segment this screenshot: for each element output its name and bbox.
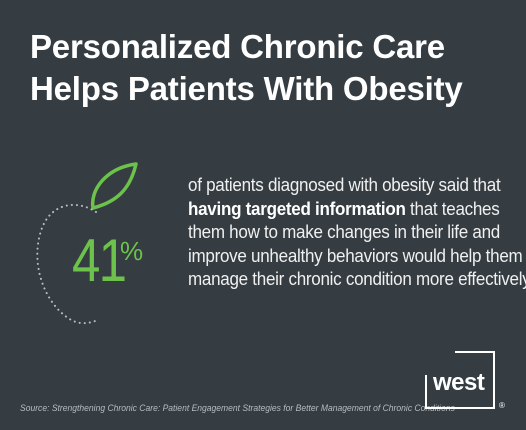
apple-leaf-icon bbox=[90, 162, 138, 210]
logo-wordmark: west bbox=[433, 369, 485, 396]
source-citation: Source: Strengthening Chronic Care: Pati… bbox=[20, 403, 455, 414]
description-highlight: having targeted information bbox=[188, 197, 406, 219]
stat-description: of patients diagnosed with obesity said … bbox=[188, 173, 526, 291]
description-line-3: them how to make changes in their life a… bbox=[188, 221, 500, 242]
description-line-1: of patients diagnosed with obesity said … bbox=[188, 174, 501, 195]
apple-outline-dotted bbox=[36, 204, 99, 325]
description-line-4: improve unhealthy behaviors would help t… bbox=[188, 244, 523, 266]
percentage-stat: 41 % bbox=[72, 226, 143, 295]
stat-unit: % bbox=[120, 236, 144, 266]
page-title: Personalized Chronic Care Helps Patients… bbox=[30, 26, 510, 110]
title-line-1: Personalized Chronic Care bbox=[30, 28, 445, 65]
apple-icon bbox=[36, 162, 138, 325]
logo-corner-cut bbox=[425, 351, 455, 375]
description-line-2-rest: that teaches bbox=[405, 197, 500, 219]
description-line-2: having targeted information that teaches bbox=[188, 197, 500, 221]
registered-mark: ® bbox=[499, 401, 505, 410]
west-logo: west ® bbox=[425, 351, 505, 410]
stat-value: 41 bbox=[72, 227, 127, 294]
title-line-2: Helps Patients With Obesity bbox=[30, 70, 463, 107]
description-line-5: manage their chronic condition more effe… bbox=[188, 268, 526, 289]
